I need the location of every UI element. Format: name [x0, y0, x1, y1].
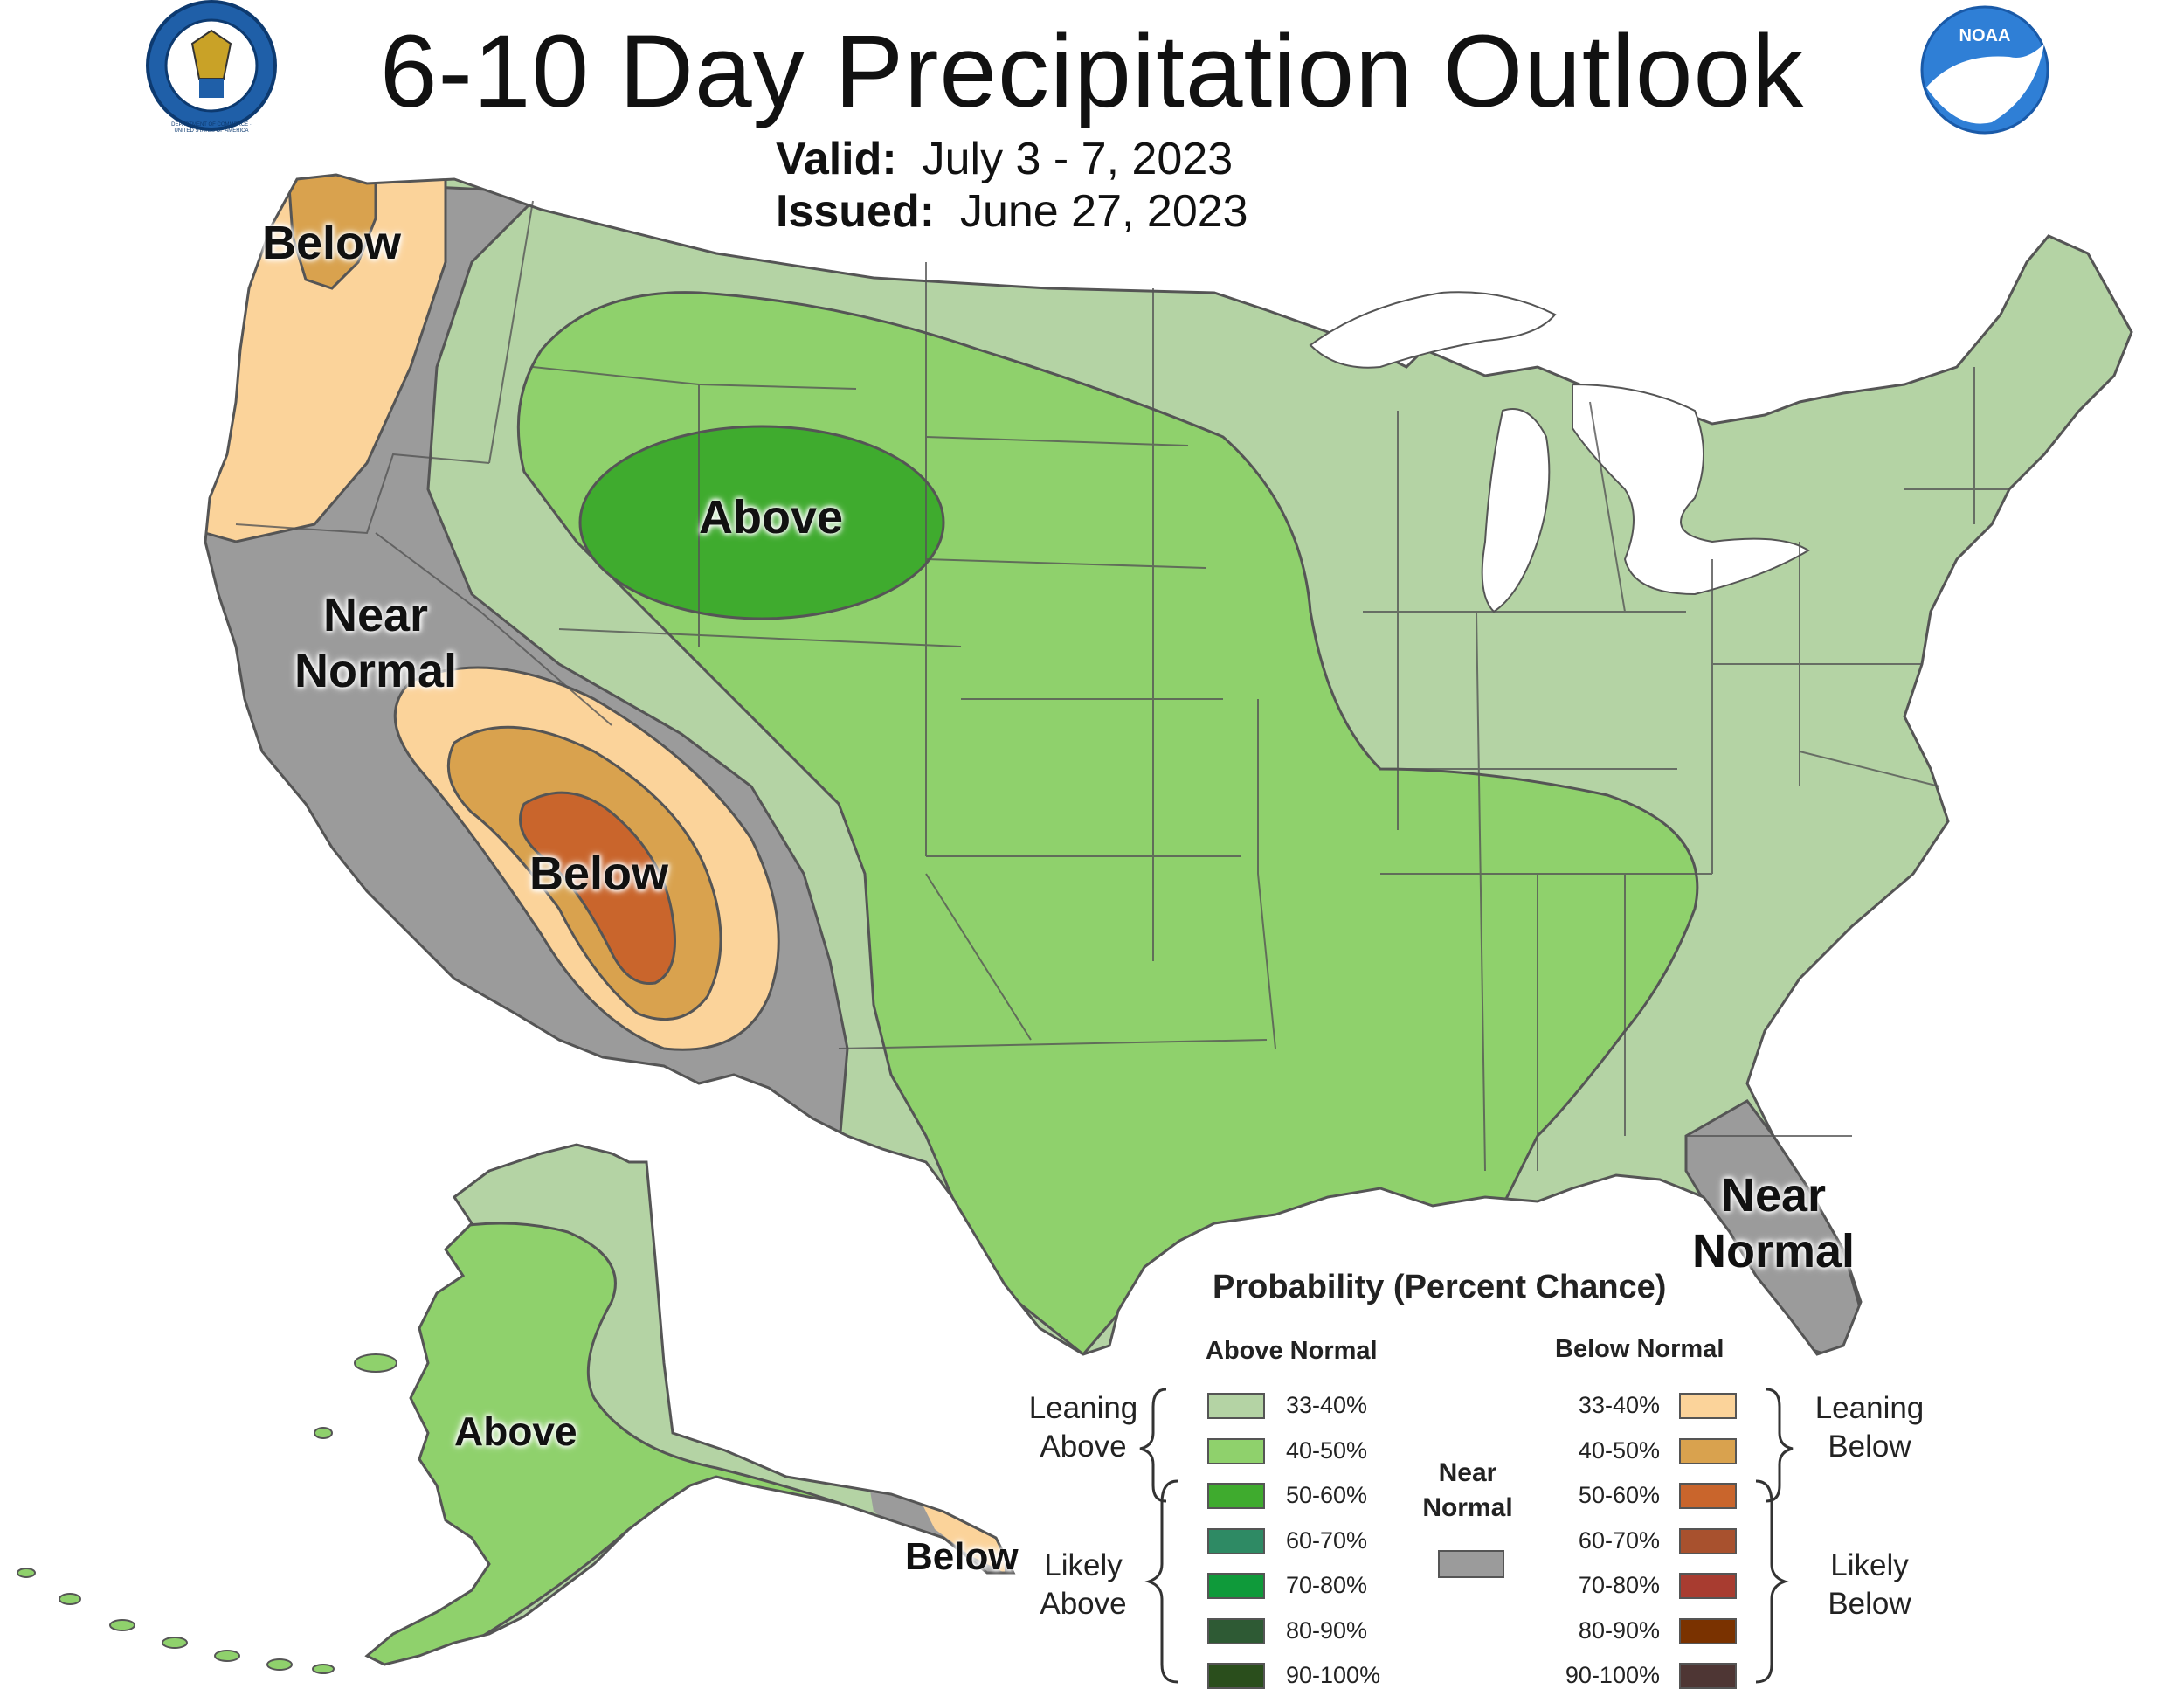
label-above-north: Above: [699, 491, 844, 543]
lake-michigan: [1481, 408, 1551, 613]
label-near-fl-1: Near: [1720, 1169, 1827, 1222]
label-near-normal-fl: Near Normal: [1677, 1167, 1870, 1279]
likely-below-1: Likely: [1830, 1548, 1909, 1582]
below50-sw: [519, 791, 676, 986]
valid-value: July 3 - 7, 2023: [922, 134, 1234, 184]
legend-swatch-above-1: [1207, 1438, 1265, 1464]
legend-leaning-below: Leaning Below: [1782, 1389, 1957, 1466]
lake-superior: [1309, 291, 1557, 369]
seal-text: DEPARTMENT OF COMMERCE · UNITED STATES O…: [171, 122, 252, 134]
aleutian-islands: [17, 1353, 397, 1674]
legend-swatch-above-2: [1207, 1483, 1265, 1509]
label-near-fl-2: Normal: [1691, 1225, 1856, 1277]
legend-below-header: Below Normal: [1555, 1335, 1724, 1363]
near-header-1: Near: [1438, 1458, 1497, 1487]
noaa-logo: [1920, 5, 2049, 135]
label-near-west-1: Near: [322, 589, 429, 641]
leaning-above-1: Leaning: [1028, 1391, 1138, 1425]
legend-swatch-below-6: [1679, 1663, 1737, 1689]
leaning-below-1: Leaning: [1814, 1391, 1925, 1425]
legend-swatch-above-5: [1207, 1618, 1265, 1644]
legend-swatch-above-0: [1207, 1393, 1265, 1419]
issued-value: June 27, 2023: [959, 186, 1248, 237]
state-borders: [235, 200, 2009, 1172]
legend-label-below-0: 33-40%: [1578, 1392, 1660, 1418]
page-title: 6-10 Day Precipitation Outlook: [379, 14, 1805, 129]
legend-label-above-2: 50-60%: [1286, 1482, 1368, 1508]
label-above-ak: Above: [454, 1409, 577, 1454]
legend-label-above-1: 40-50%: [1286, 1437, 1368, 1464]
likely-above-1: Likely: [1044, 1548, 1123, 1582]
label-below-nw: Below: [262, 217, 402, 269]
legend-label-below-6: 90-100%: [1565, 1662, 1660, 1688]
legend-label-above-0: 33-40%: [1286, 1392, 1368, 1418]
legend-label-above-3: 60-70%: [1286, 1527, 1368, 1554]
legend-likely-below: Likely Below: [1782, 1547, 1957, 1623]
legend-label-below-5: 80-90%: [1578, 1617, 1660, 1644]
legend-label-below-3: 60-70%: [1578, 1527, 1660, 1554]
legend-title: Probability (Percent Chance): [1213, 1269, 1667, 1305]
legend-label-above-6: 90-100%: [1286, 1662, 1381, 1688]
legend-label-above-4: 70-80%: [1286, 1572, 1368, 1598]
commerce-seal: [146, 0, 277, 131]
label-near-west-2: Normal: [294, 645, 458, 697]
likely-above-2: Above: [1040, 1587, 1127, 1621]
legend-swatch-below-2: [1679, 1483, 1737, 1509]
valid-block: Valid: July 3 - 7, 2023 Issued: June 27,…: [776, 133, 1248, 238]
leaning-below-2: Below: [1828, 1429, 1911, 1464]
near-header-2: Normal: [1422, 1493, 1513, 1522]
label-below-ak: Below: [905, 1535, 1019, 1578]
leaning-above-2: Above: [1040, 1429, 1127, 1464]
legend-swatch-near: [1438, 1550, 1504, 1578]
legend-swatch-below-3: [1679, 1528, 1737, 1554]
legend-above-header: Above Normal: [1206, 1337, 1378, 1365]
legend-swatch-below-4: [1679, 1573, 1737, 1599]
legend-leaning-above: Leaning Above: [1005, 1389, 1162, 1466]
legend-label-below-4: 70-80%: [1578, 1572, 1660, 1598]
above50-core: [578, 425, 945, 620]
legend-swatch-above-6: [1207, 1663, 1265, 1689]
likely-below-2: Below: [1828, 1587, 1911, 1621]
legend-label-below-1: 40-50%: [1578, 1437, 1660, 1464]
legend-swatch-below-5: [1679, 1618, 1737, 1644]
legend-swatch-above-4: [1207, 1573, 1265, 1599]
legend-likely-above: Likely Above: [1005, 1547, 1162, 1623]
legend-label-below-2: 50-60%: [1578, 1482, 1660, 1508]
noaa-text: NOAA: [1959, 26, 2011, 45]
valid-label: Valid:: [776, 134, 897, 184]
label-near-normal-west: Near Normal: [288, 587, 463, 699]
legend-swatch-below-1: [1679, 1438, 1737, 1464]
lake-huron-erie: [1572, 383, 1810, 596]
legend-swatch-above-3: [1207, 1528, 1265, 1554]
label-below-sw: Below: [529, 848, 669, 900]
legend-swatch-below-0: [1679, 1393, 1737, 1419]
legend-near-normal: Near Normal: [1406, 1456, 1529, 1526]
legend-label-above-5: 80-90%: [1286, 1617, 1368, 1644]
issued-label: Issued:: [776, 186, 936, 237]
